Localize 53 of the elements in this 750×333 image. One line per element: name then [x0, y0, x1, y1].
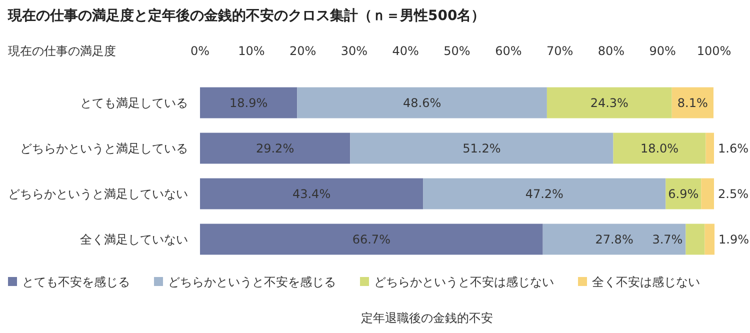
bar [200, 224, 543, 255]
y-axis-title: 現在の仕事の満足度 [8, 44, 116, 58]
y-tick-label: とても満足している [80, 96, 188, 110]
data-label: 48.6% [402, 96, 442, 110]
bar [423, 178, 666, 210]
data-label: 2.5% [718, 186, 748, 201]
data-label: 18.0% [640, 141, 679, 156]
bar [200, 87, 298, 118]
x-tick-label: 100% [696, 44, 732, 58]
bar [706, 132, 714, 164]
legend-label: とても不安を感じる [22, 275, 130, 289]
x-tick-label: 50% [444, 44, 470, 58]
legend-label: どちらかというと不安を感じる [168, 275, 336, 289]
x-tick-label: 0% [190, 44, 210, 58]
y-tick-label: どちらかというと満足している [20, 141, 188, 156]
data-label: 29.2% [256, 141, 294, 156]
bar [704, 224, 715, 255]
bar [672, 87, 714, 118]
data-label: 8.1% [677, 96, 708, 110]
bar [686, 224, 705, 255]
x-tick-label: 30% [340, 44, 368, 58]
data-label: 24.3% [590, 96, 628, 110]
x-tick-label: 20% [289, 44, 316, 58]
data-label: 43.4% [292, 186, 331, 201]
bar [200, 178, 424, 210]
x-tick-label: 40% [392, 44, 419, 58]
data-label: 51.2% [462, 141, 501, 156]
data-label: 66.7% [352, 232, 390, 246]
data-label: 18.9% [230, 96, 268, 110]
bar [542, 224, 686, 255]
bar [200, 132, 350, 164]
data-label: 3.7% [652, 232, 683, 246]
bar [613, 132, 706, 164]
bar [350, 132, 614, 164]
legend-label: 全く不安は感じない [592, 275, 700, 289]
data-label: 47.2% [525, 186, 564, 201]
x-tick-label: 10% [238, 44, 265, 58]
x-tick-label: 90% [649, 44, 676, 58]
y-tick-label: どちらかというと満足していない [8, 186, 188, 201]
data-label: 1.6% [718, 141, 748, 156]
data-label: 1.9% [718, 232, 750, 246]
x-tick-label: 70% [546, 44, 574, 58]
data-label: 6.9% [668, 186, 699, 201]
bar [701, 178, 714, 210]
chart-title: 現在の仕事の満足度と定年後の金銭的不安のクロス集計（ｎ＝男性500名） [7, 7, 486, 24]
legend-label: どちらかというと不安は感じない [374, 275, 554, 289]
bar [297, 87, 547, 118]
data-label: 27.8% [595, 232, 634, 246]
x-tick-label: 80% [598, 44, 625, 58]
x-axis-title: 定年退職後の金銭的不安 [361, 311, 493, 325]
y-tick-label: 全く満足していない [80, 232, 188, 246]
x-tick-label: 60% [495, 44, 522, 58]
bar [546, 87, 672, 118]
